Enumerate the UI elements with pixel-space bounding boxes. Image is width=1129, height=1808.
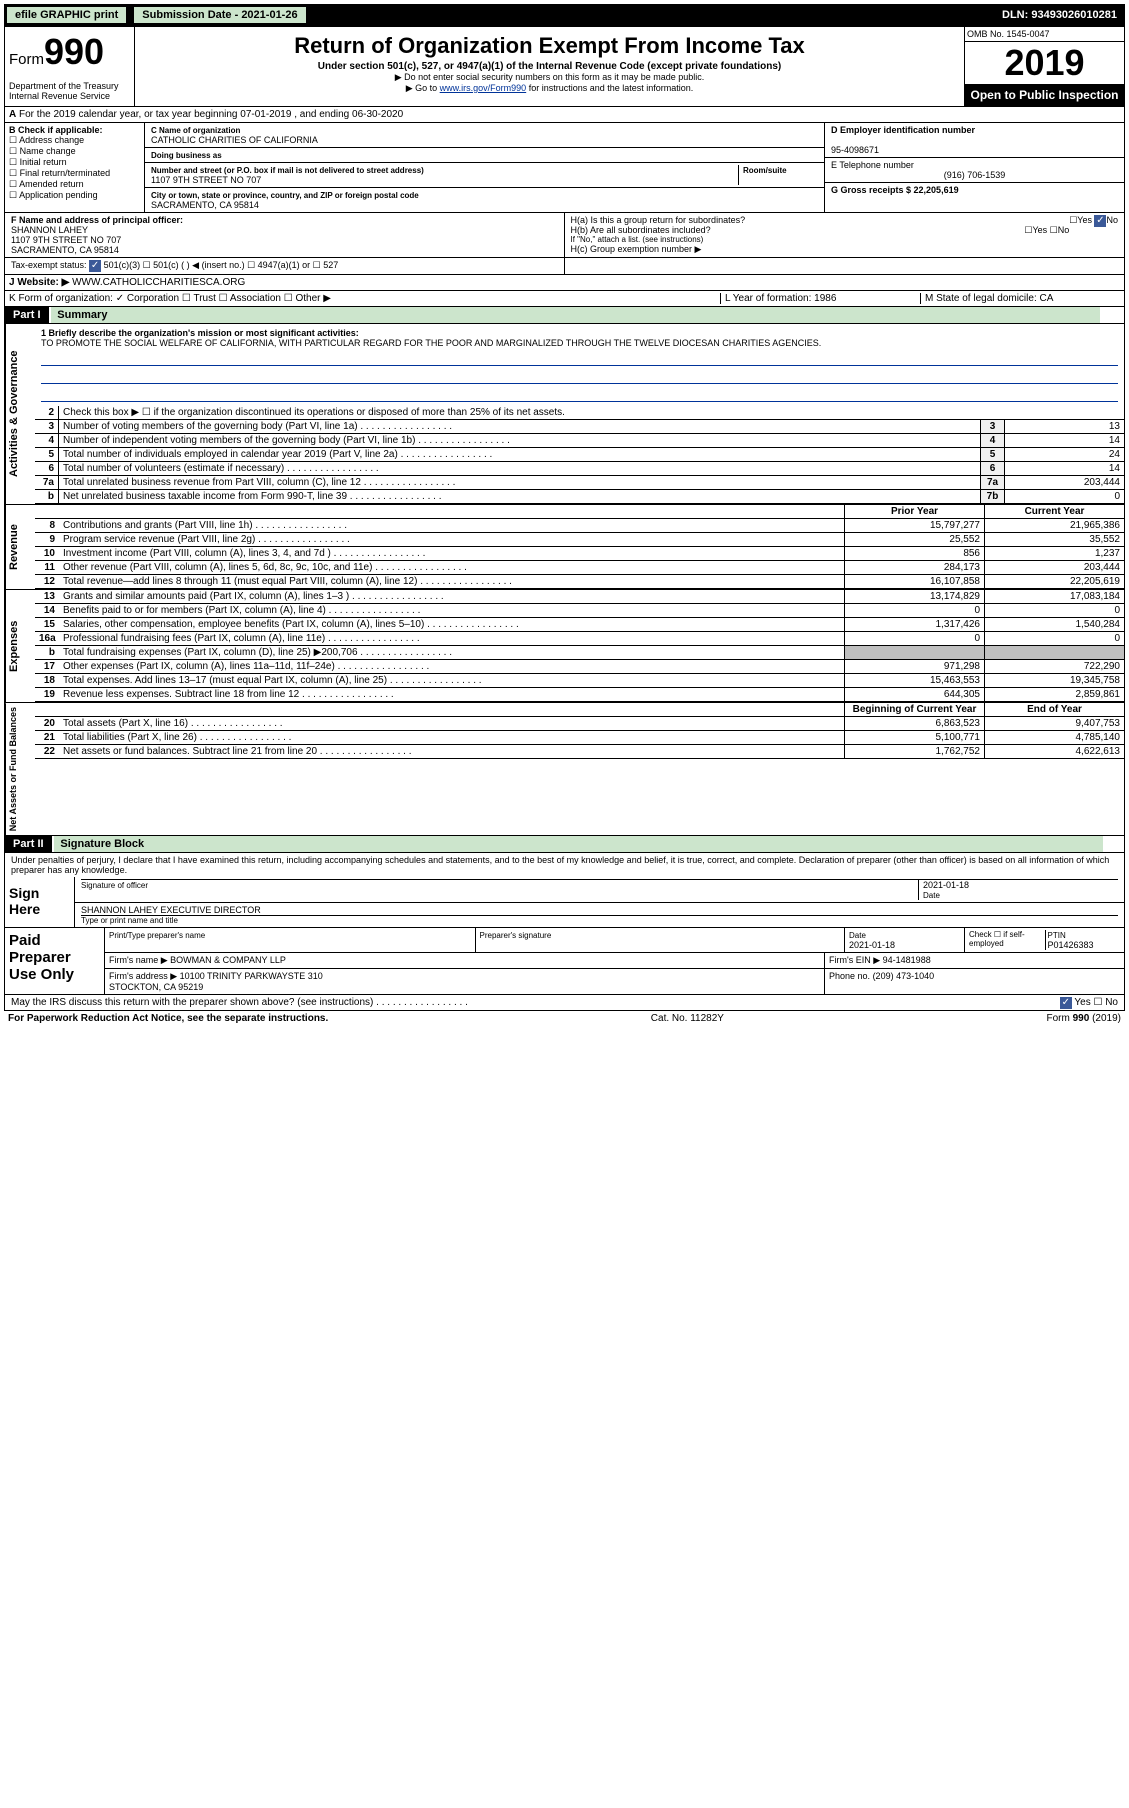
box-l: L Year of formation: 1986 — [720, 293, 920, 304]
org-name: CATHOLIC CHARITIES OF CALIFORNIA — [151, 135, 318, 145]
col-c: C Name of organizationCATHOLIC CHARITIES… — [145, 123, 824, 212]
chk-final[interactable]: Final return/terminated — [9, 168, 110, 178]
tax-year: 2019 — [965, 42, 1124, 84]
gross-receipts: G Gross receipts $ 22,205,619 — [831, 185, 959, 195]
line-4: 4Number of independent voting members of… — [35, 434, 1124, 448]
row-tax-exempt: Tax-exempt status: ✓ 501(c)(3) ☐ 501(c) … — [4, 258, 1125, 275]
footer: For Paperwork Reduction Act Notice, see … — [4, 1011, 1125, 1026]
submission-btn[interactable]: Submission Date - 2021-01-26 — [133, 6, 306, 24]
footer-mid: Cat. No. 11282Y — [651, 1013, 724, 1024]
penalty-text: Under penalties of perjury, I declare th… — [5, 853, 1124, 877]
exp-line-b: bTotal fundraising expenses (Part IX, co… — [35, 646, 1124, 660]
ein: 95-4098671 — [831, 145, 879, 155]
rev-line-11: 11Other revenue (Part VIII, column (A), … — [35, 561, 1124, 575]
vlabel-net: Net Assets or Fund Balances — [5, 703, 35, 835]
dln-text: DLN: 93493026010281 — [1002, 9, 1123, 21]
form-label: Form — [9, 51, 44, 68]
efile-btn[interactable]: efile GRAPHIC print — [6, 6, 127, 24]
org-addr: 1107 9TH STREET NO 707 — [151, 175, 261, 185]
discuss-row: May the IRS discuss this return with the… — [5, 994, 1124, 1010]
net-line-22: 22Net assets or fund balances. Subtract … — [35, 745, 1124, 759]
line-7b: bNet unrelated business taxable income f… — [35, 490, 1124, 504]
officer-name: SHANNON LAHEY EXECUTIVE DIRECTOR — [81, 905, 261, 915]
net-assets-section: Net Assets or Fund Balances Beginning of… — [4, 703, 1125, 836]
chk-name[interactable]: Name change — [9, 146, 76, 156]
right-header: OMB No. 1545-0047 2019 Open to Public In… — [964, 27, 1124, 106]
part1-header: Part I Summary — [4, 307, 1125, 324]
inspection-box: Open to Public Inspection — [965, 84, 1124, 106]
form-number-block: Form990 Department of the Treasury Inter… — [5, 27, 135, 106]
net-line-21: 21Total liabilities (Part X, line 26)5,1… — [35, 731, 1124, 745]
col-d: D Employer identification number95-40986… — [824, 123, 1124, 212]
row-klm: K Form of organization: ✓ Corporation ☐ … — [4, 291, 1125, 307]
website-row: J Website: ▶ WWW.CATHOLICCHARITIESCA.ORG — [4, 275, 1125, 291]
subtitle: Under section 501(c), 527, or 4947(a)(1)… — [139, 61, 960, 72]
exp-line-14: 14Benefits paid to or for members (Part … — [35, 604, 1124, 618]
line-7a: 7aTotal unrelated business revenue from … — [35, 476, 1124, 490]
period-row: A For the 2019 calendar year, or tax yea… — [4, 107, 1125, 123]
form-title: Return of Organization Exempt From Incom… — [139, 33, 960, 59]
chk-pending[interactable]: Application pending — [9, 190, 98, 200]
rev-line-8: 8Contributions and grants (Part VIII, li… — [35, 519, 1124, 533]
rev-line-12: 12Total revenue—add lines 8 through 11 (… — [35, 575, 1124, 589]
dept-text: Department of the Treasury Internal Reve… — [9, 81, 130, 101]
mission-text: TO PROMOTE THE SOCIAL WELFARE OF CALIFOR… — [41, 338, 821, 348]
title-block: Return of Organization Exempt From Incom… — [135, 27, 964, 106]
box-f: F Name and address of principal officer:… — [5, 213, 565, 257]
box-k: K Form of organization: ✓ Corporation ☐ … — [9, 293, 720, 304]
chk-initial[interactable]: Initial return — [9, 157, 67, 167]
exp-line-15: 15Salaries, other compensation, employee… — [35, 618, 1124, 632]
irs-link[interactable]: www.irs.gov/Form990 — [440, 83, 527, 93]
header: Form990 Department of the Treasury Inter… — [4, 26, 1125, 107]
paid-preparer-label: Paid Preparer Use Only — [5, 928, 105, 994]
chk-address[interactable]: Address change — [9, 135, 84, 145]
signature-block: Under penalties of perjury, I declare th… — [4, 853, 1125, 1011]
activities-governance: Activities & Governance 1 Briefly descri… — [4, 324, 1125, 505]
col-b: B Check if applicable: Address change Na… — [5, 123, 145, 212]
part2-header: Part II Signature Block — [4, 836, 1125, 853]
vlabel-rev: Revenue — [5, 505, 35, 589]
line-3: 3Number of voting members of the governi… — [35, 420, 1124, 434]
vlabel-ag: Activities & Governance — [5, 324, 35, 504]
preparer-block: Paid Preparer Use Only Print/Type prepar… — [5, 927, 1124, 994]
exp-line-16a: 16aProfessional fundraising fees (Part I… — [35, 632, 1124, 646]
net-line-20: 20Total assets (Part X, line 16)6,863,52… — [35, 717, 1124, 731]
box-m: M State of legal domicile: CA — [920, 293, 1120, 304]
website: WWW.CATHOLICCHARITIESCA.ORG — [72, 277, 245, 288]
line-5: 5Total number of individuals employed in… — [35, 448, 1124, 462]
note2: ▶ Go to www.irs.gov/Form990 for instruct… — [139, 83, 960, 94]
form-990-num: 990 — [44, 31, 104, 72]
exp-line-17: 17Other expenses (Part IX, column (A), l… — [35, 660, 1124, 674]
rev-line-10: 10Investment income (Part VIII, column (… — [35, 547, 1124, 561]
revenue-section: Revenue Prior YearCurrent Year 8Contribu… — [4, 505, 1125, 590]
vlabel-exp: Expenses — [5, 590, 35, 702]
row-fh: F Name and address of principal officer:… — [4, 213, 1125, 258]
org-city: SACRAMENTO, CA 95814 — [151, 200, 259, 210]
box-h: H(a) Is this a group return for subordin… — [565, 213, 1125, 257]
top-bar: efile GRAPHIC print Submission Date - 20… — [4, 4, 1125, 26]
firm-name: BOWMAN & COMPANY LLP — [170, 955, 286, 965]
mission-block: 1 Briefly describe the organization's mi… — [35, 324, 1124, 406]
rev-line-9: 9Program service revenue (Part VIII, lin… — [35, 533, 1124, 547]
note1: ▶ Do not enter social security numbers o… — [139, 72, 960, 83]
exp-line-18: 18Total expenses. Add lines 13–17 (must … — [35, 674, 1124, 688]
line-6: 6Total number of volunteers (estimate if… — [35, 462, 1124, 476]
chk-amended[interactable]: Amended return — [9, 179, 84, 189]
phone: (916) 706-1539 — [831, 170, 1118, 180]
footer-right: Form 990 (2019) — [1047, 1013, 1121, 1024]
omb: OMB No. 1545-0047 — [965, 27, 1124, 42]
sign-here: Sign Here — [5, 877, 75, 927]
exp-line-13: 13Grants and similar amounts paid (Part … — [35, 590, 1124, 604]
expenses-section: Expenses 13Grants and similar amounts pa… — [4, 590, 1125, 703]
section-bcd: B Check if applicable: Address change Na… — [4, 123, 1125, 213]
footer-left: For Paperwork Reduction Act Notice, see … — [8, 1013, 328, 1024]
exp-line-19: 19Revenue less expenses. Subtract line 1… — [35, 688, 1124, 702]
